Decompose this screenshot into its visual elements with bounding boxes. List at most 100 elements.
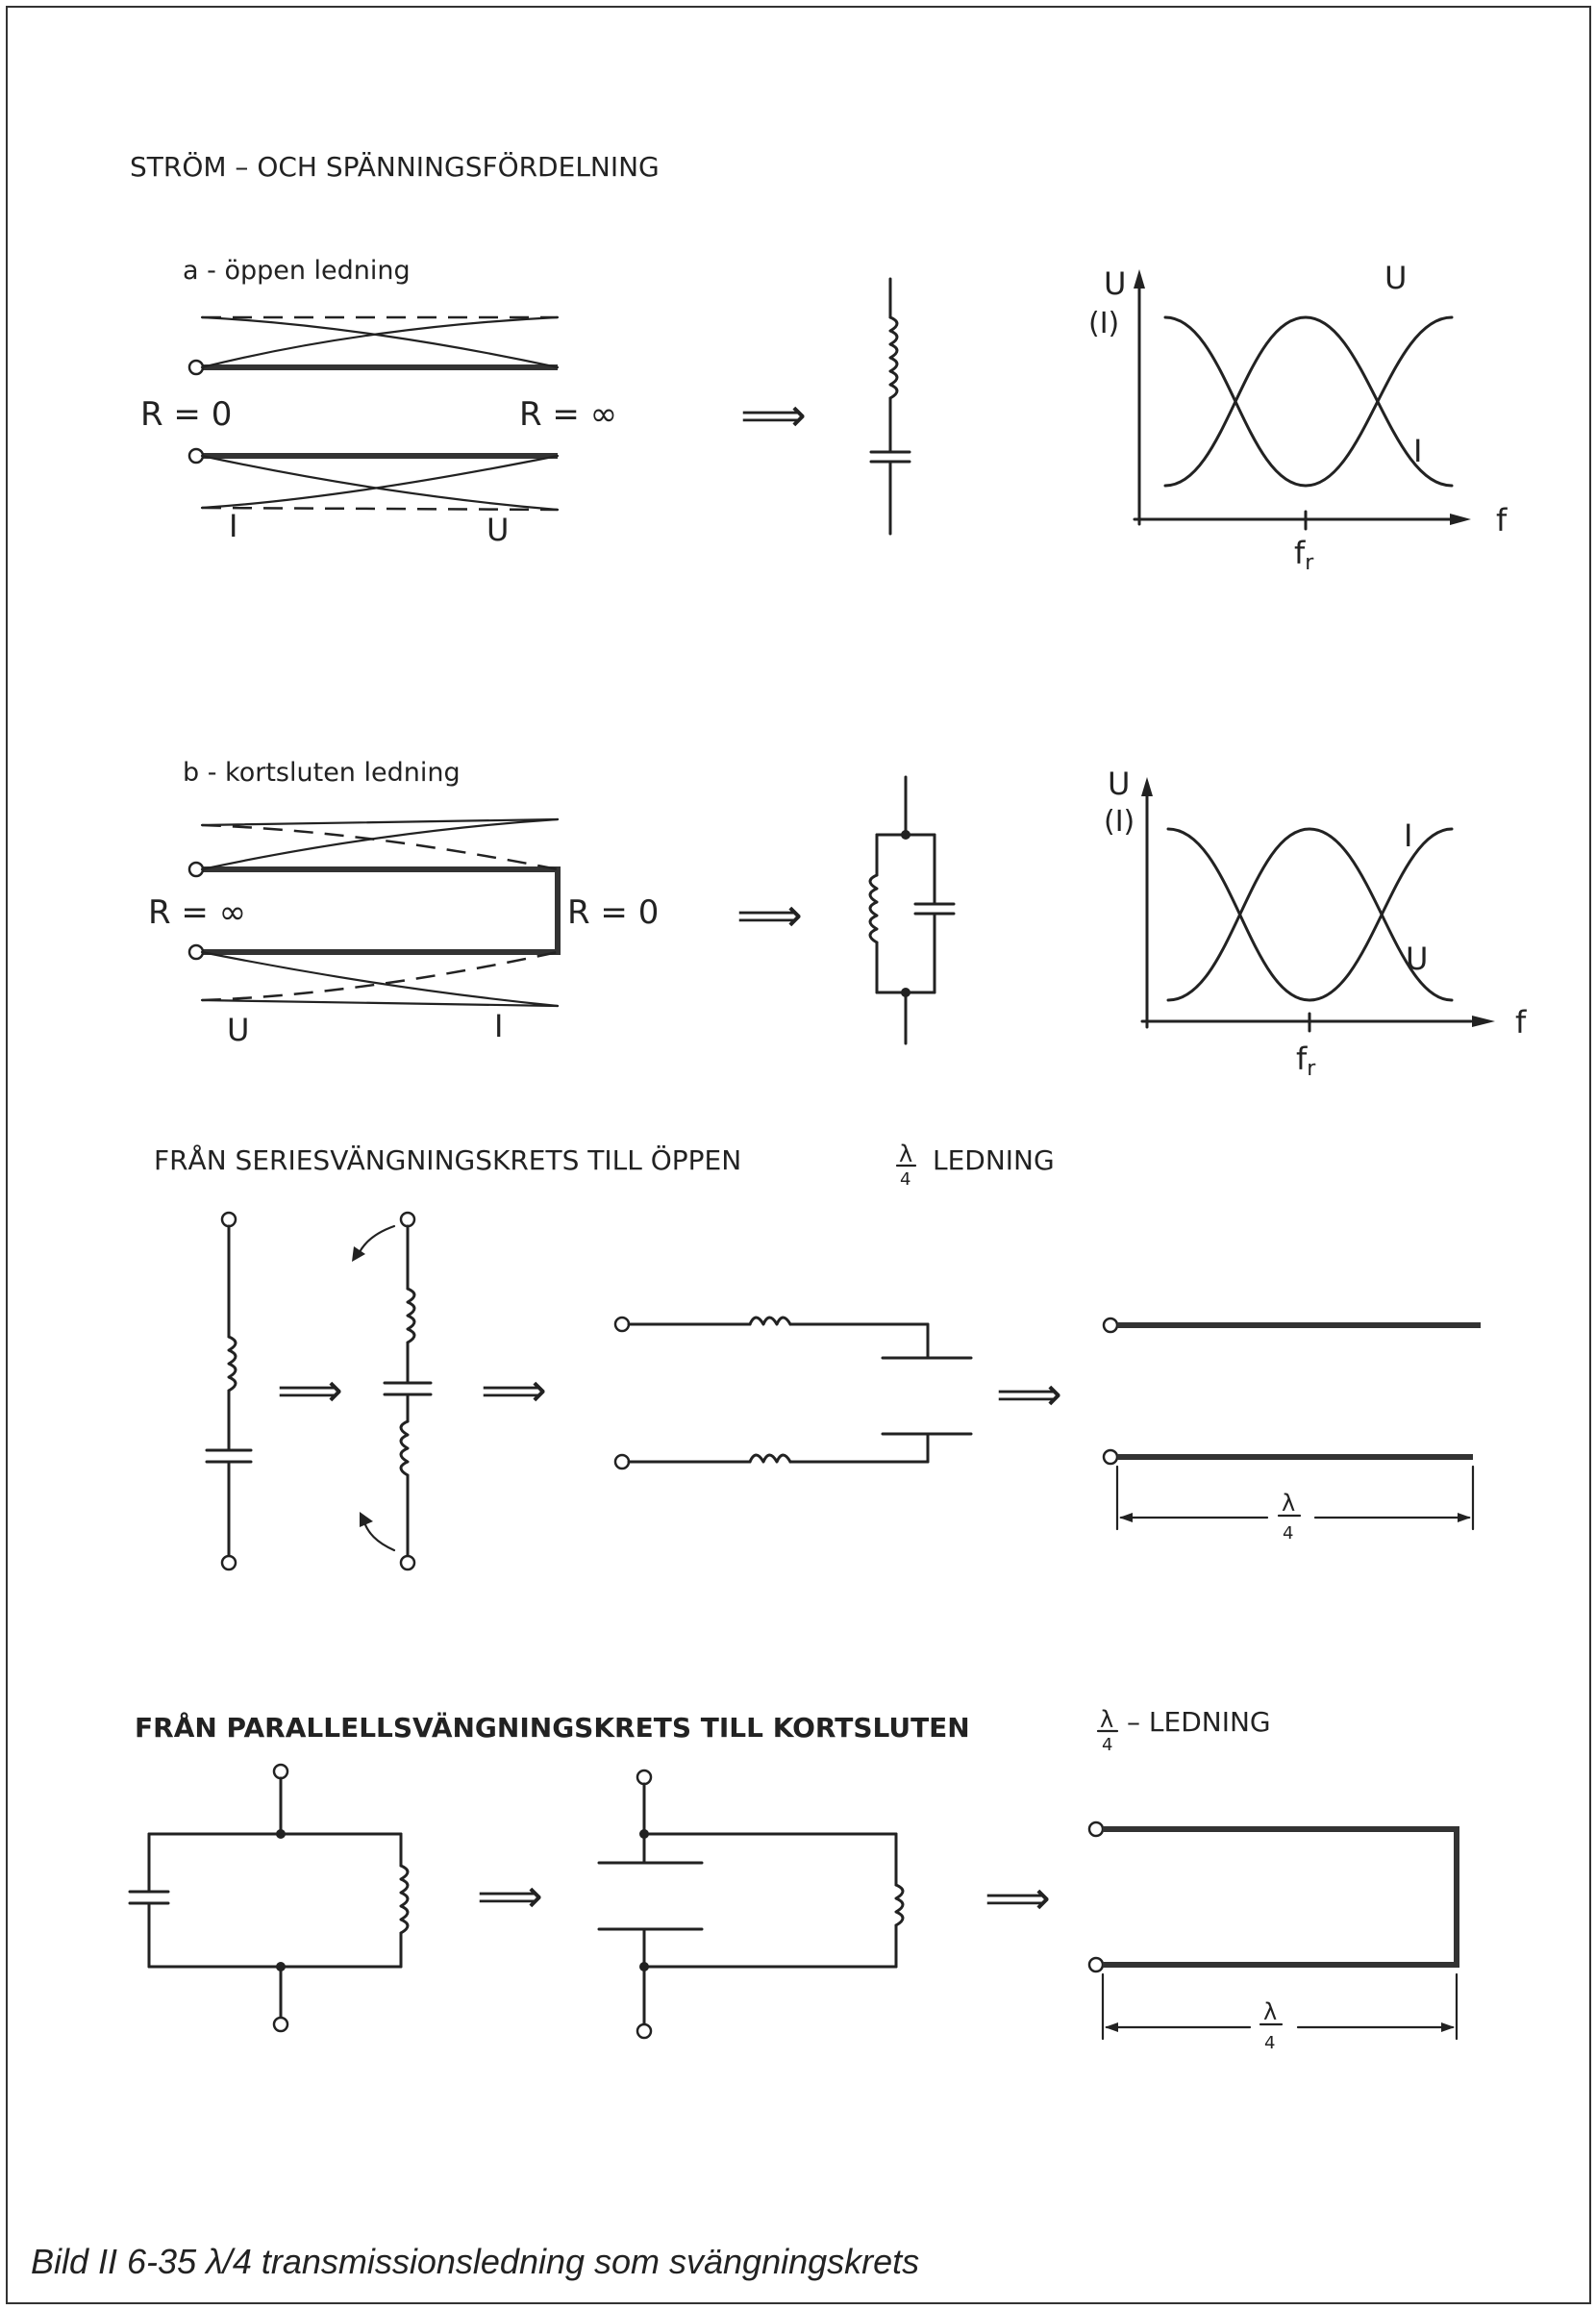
parallel-step2-terminal-bottom [636,2022,653,2040]
graph-b-x-label: f [1515,1004,1527,1041]
series-step3-terminal-top [613,1316,631,1333]
graph-a-curve-i [1163,315,1454,488]
parallel-step3-lambda-label: λ 4 [1259,1998,1284,2053]
graph-b-curve-i-label: I [1404,817,1412,854]
graph-a-y-label: U [1104,265,1126,302]
svg-text:λ: λ [1263,1998,1277,2025]
part-b-label: b - kortsluten ledning [183,758,461,788]
svg-text:λ: λ [1100,1706,1113,1733]
part-a-open-line: a - öppen ledning R = 0 R = ∞ I U ⟹ [140,256,1508,575]
graph-b-curve-i [1166,827,1454,1002]
part-a-bottom-left-label: I [229,508,237,544]
parallel-step2-inductor [894,1883,905,1927]
parallel-step3-dim-arrow-right [1441,2022,1455,2032]
part-b-bottom-right-label: I [494,1008,503,1044]
part-a-bottom-right-label: U [486,512,509,548]
series-arrow-1: ⟹ [277,1364,343,1418]
parallel-step2-terminal-top [636,1769,653,1786]
parallel-step2-junction-bottom [639,1962,649,1971]
part-b-bottom-curve-falling [200,950,560,1008]
graph-a-curve-u [1163,315,1454,488]
series-title: FRÅN SERIESVÄNGNINGSKRETS TILL ÖPPEN [154,1143,741,1176]
series-step4-dim-arrow-left [1119,1513,1133,1522]
part-b-bottom-curve-dashed [201,950,559,1002]
svg-text:λ: λ [899,1141,912,1168]
part-a-top-curve-falling [200,315,560,369]
parallel-step1-terminal-top [272,1763,289,1780]
part-b-bottom-left-label: U [227,1012,249,1048]
series-step2-rotate-arrow-top [356,1224,396,1258]
series-step3-top-inductor [748,1316,792,1326]
graph-a-curve-u-label: U [1384,260,1407,296]
parallel-arrow-2: ⟹ [985,1871,1051,1925]
graph-a-x-arrow [1450,514,1471,525]
series-step4-dim-arrow-right [1458,1513,1471,1522]
part-a-bottom-curve-rising [200,454,560,510]
part-b-implies-arrow: ⟹ [736,889,803,942]
series-arrow-2: ⟹ [481,1364,547,1418]
graph-b-curve-u-label: U [1406,941,1428,977]
page-frame [6,6,1591,2304]
part-a-inductor [888,315,899,400]
series-step2-inductor-bottom [399,1419,410,1477]
series-title-fraction: λ 4 [895,1141,917,1190]
part-a-implies-arrow: ⟹ [740,389,807,442]
parallel-step1-inductor [399,1864,410,1935]
series-step2-rotate-arrowhead-top [352,1246,365,1262]
graph-a-fr-label: fr [1294,535,1314,575]
figure-caption: Bild II 6-35 λ/4 transmissionsledning so… [31,2242,919,2281]
graph-a-y-sublabel: (I) [1088,307,1119,340]
section-title: STRÖM – OCH SPÄNNINGSFÖRDELNING [130,150,660,183]
series-arrow-3: ⟹ [996,1368,1062,1421]
graph-b-y-sublabel: (I) [1104,805,1135,839]
part-b-r-left: R = ∞ [148,893,246,932]
part-b-bottom-envelope [200,998,560,1008]
parallel-step3-terminal-top [1087,1820,1105,1838]
graph-a-curve-i-label: I [1413,433,1422,469]
series-step4-terminal-top [1102,1317,1119,1334]
svg-text:4: 4 [900,1169,910,1190]
parallel-step3-terminal-bottom [1087,1956,1105,1973]
graph-b-curve-u [1166,827,1454,1002]
series-step1-terminal-bottom [220,1554,237,1571]
part-b-junction-bottom [901,988,910,997]
part-a-top-curve-rising [200,315,560,369]
series-section: FRÅN SERIESVÄNGNINGSKRETS TILL ÖPPEN λ 4… [154,1141,1481,1571]
parallel-title-fraction: λ 4 [1096,1706,1119,1755]
series-step4-lambda-label: λ 4 [1277,1490,1302,1544]
parallel-step2-junction-top [639,1829,649,1839]
part-a-label: a - öppen ledning [183,256,411,286]
part-b-top-curve-dashed [201,823,559,871]
graph-b-y-label: U [1108,766,1130,802]
svg-text:4: 4 [1264,2033,1275,2053]
part-b-graph: U (I) f fr I U [1104,766,1527,1081]
part-a-bottom-dashed-envelope [201,506,559,512]
graph-b-fr-label: fr [1296,1041,1316,1081]
part-b-r-right: R = 0 [567,893,659,932]
series-step3-bottom-inductor [748,1453,792,1464]
part-a-r-left: R = 0 [140,395,232,434]
series-step1-inductor [227,1335,237,1393]
part-b-inductor [868,873,879,944]
part-b-shorted-line: b - kortsluten ledning R = ∞ R = 0 U I ⟹ [148,758,1527,1081]
part-a-r-right: R = ∞ [519,395,617,434]
parallel-step3-dim-arrow-left [1105,2022,1118,2032]
graph-a-x-label: f [1496,502,1508,539]
svg-text:4: 4 [1283,1523,1293,1544]
parallel-step1-terminal-bottom [272,2016,289,2033]
graph-b-y-arrow [1141,777,1153,796]
part-a-graph: U (I) f fr U I [1088,260,1508,575]
series-step2-rotate-arrowhead-bottom [360,1512,373,1527]
series-step2-rotate-arrow-bottom [362,1518,396,1552]
graph-a-y-arrow [1134,269,1145,289]
parallel-title-ledning: – LEDNING [1127,1706,1271,1738]
series-step1-terminal-top [220,1211,237,1228]
svg-text:4: 4 [1102,1735,1112,1755]
graph-b-x-arrow [1472,1016,1495,1027]
part-b-top-curve-rising [200,817,560,871]
parallel-step1-junction-top [276,1829,286,1839]
series-step2-terminal-bottom [399,1554,416,1571]
svg-text:λ: λ [1282,1490,1295,1517]
